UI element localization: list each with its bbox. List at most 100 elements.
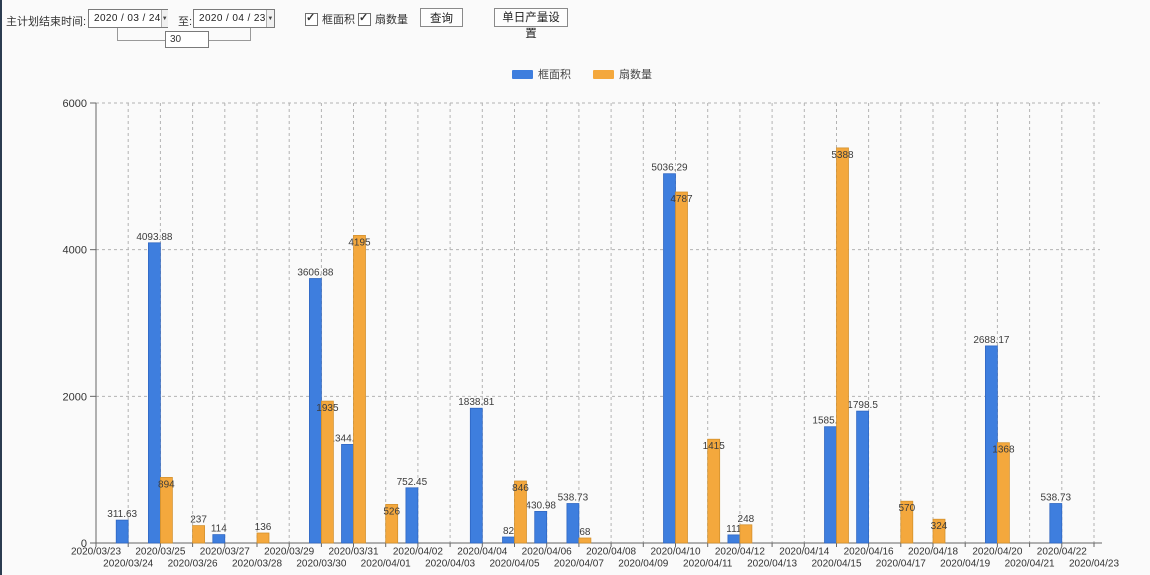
production-bar-chart[interactable]: 02000400060002020/03/232020/03/242020/03… [0,95,1150,575]
bar-sash-count-2020/04/11 [707,438,721,544]
x-axis-label: 2020/04/15 [811,559,861,570]
bar-value-label: 5036.29 [651,163,688,174]
x-axis-label: 2020/04/21 [1005,559,1055,570]
bar-value-label: 4787 [670,194,693,205]
bar-value-label: 846 [512,483,529,494]
x-axis-label: 2020/04/17 [876,559,926,570]
bar-frame-area-2020/04/22 [1049,503,1063,544]
bar-sash-count-2020/04/01 [385,504,399,544]
x-axis-label: 2020/04/16 [844,547,894,558]
start-date-value: 2020 / 03 / 24 [94,13,161,24]
bar-frame-area-2020/03/27 [212,534,226,544]
bar-value-label: 248 [738,514,755,525]
bar-value-label: 1344.95 [329,433,366,444]
legend-label-frame-area: 框面积 [538,69,571,81]
query-button[interactable]: 查询 [420,8,463,27]
interval-days-input[interactable]: 30 [165,31,209,48]
bar-value-label: 1415 [703,441,726,452]
bar-value-label: 4093.88 [136,232,173,243]
bar-value-label: 1798.5 [847,400,878,411]
plan-end-time-label: 主计划结束时间: [6,16,87,28]
bar-sash-count-2020/03/31 [353,235,366,544]
bar-frame-area-2020/04/15 [824,426,837,544]
x-axis-label: 2020/04/18 [908,547,958,558]
bar-sash-count-2020/04/18 [932,518,946,544]
x-axis-label: 2020/04/09 [618,559,668,570]
bar-frame-area-2020/04/06 [534,511,548,544]
bar-frame-area-2020/03/25 [148,242,161,544]
bar-value-label: 237 [190,515,207,526]
bar-value-label: 1838.81 [458,397,495,408]
checkbox-sash-count[interactable]: ✓ 扇数量 [358,11,408,27]
x-axis-label: 2020/03/31 [328,547,378,558]
bar-sash-count-2020/03/26 [192,525,205,544]
chart-legend: 框面积 扇数量 [0,66,1150,82]
bar-value-label: 2688.17 [973,335,1010,346]
legend-item-sash-count[interactable]: 扇数量 [593,66,652,82]
bar-value-label: 894 [158,479,175,490]
bar-value-label: 752.45 [397,477,428,488]
x-axis-label: 2020/04/06 [522,547,572,558]
y-axis-label: 6000 [63,98,87,110]
checkbox-frame-area[interactable]: ✓ 框面积 [305,11,355,27]
chevron-down-icon: ▼ [267,15,274,22]
bar-frame-area-2020/03/31 [341,444,354,544]
chevron-down-icon: ▼ [161,15,168,22]
end-date-dropdown-button[interactable]: ▼ [265,10,274,27]
x-axis-label: 2020/04/03 [425,559,475,570]
legend-item-frame-area[interactable]: 框面积 [512,66,571,82]
checkbox-frame-area-label: 框面积 [322,14,355,26]
to-label: 至: [178,16,193,28]
x-axis-label: 2020/04/12 [715,547,765,558]
bar-sash-count-2020/04/05 [514,480,527,544]
x-axis-label: 2020/04/05 [489,559,539,570]
y-axis-label: 2000 [63,391,87,403]
bar-value-label: 1368 [992,445,1015,456]
x-axis-label: 2020/04/23 [1069,559,1119,570]
bar-value-label: 1585.96 [812,416,849,427]
bar-frame-area-2020/04/10 [663,173,676,544]
x-axis-label: 2020/03/27 [200,547,250,558]
bar-value-label: 3606.88 [297,268,334,279]
bar-value-label: 570 [898,503,915,514]
bar-value-label: 114 [211,524,227,535]
window-left-edge [0,0,2,575]
checkbox-checked-icon: ✓ [305,12,318,26]
bar-frame-area-2020/04/04 [469,407,483,544]
bar-sash-count-2020/03/30 [321,400,334,544]
x-axis-label: 2020/03/30 [296,559,346,570]
bar-value-label: 430.98 [525,500,556,511]
bar-sash-count-2020/04/17 [900,500,914,544]
x-axis-label: 2020/03/24 [103,559,153,570]
bar-sash-count-2020/04/15 [836,147,849,544]
legend-swatch-frame-area [512,69,533,79]
bar-frame-area-2020/04/02 [405,487,419,544]
bar-frame-area-2020/04/12 [727,534,741,544]
bar-value-label: 4195 [348,237,371,248]
x-axis-label: 2020/03/26 [168,559,218,570]
bar-frame-area-2020/04/07 [566,503,580,544]
interval-connector-right [203,28,251,41]
bar-frame-area-2020/04/16 [856,410,869,544]
y-axis-label: 4000 [63,245,87,257]
legend-label-sash-count: 扇数量 [619,69,652,81]
checkbox-checked-icon: ✓ [358,12,371,26]
bar-value-label: 82 [503,526,515,537]
bar-value-label: 111 [726,524,742,535]
bar-frame-area-2020/04/05 [502,536,515,544]
x-axis-label: 2020/04/11 [683,559,733,570]
bar-value-label: 136 [255,522,272,533]
bar-value-label: 5388 [831,150,854,161]
daily-output-settings-button[interactable]: 单日产量设置 [494,8,568,40]
bar-frame-area-2020/03/24 [115,519,129,544]
start-date-dropdown-button[interactable]: ▼ [160,10,168,27]
end-date-value: 2020 / 04 / 23 [199,13,266,24]
bar-sash-count-2020/04/10 [675,191,688,544]
x-axis-label: 2020/04/01 [361,559,411,570]
start-date-picker[interactable]: 2020 / 03 / 24 ▼ [88,9,168,28]
x-axis-label: 2020/03/23 [71,547,121,558]
bar-value-label: 68 [579,527,591,538]
end-date-picker[interactable]: 2020 / 04 / 23 ▼ [193,9,275,28]
x-axis-label: 2020/03/29 [264,547,314,558]
x-axis-label: 2020/04/20 [972,547,1022,558]
